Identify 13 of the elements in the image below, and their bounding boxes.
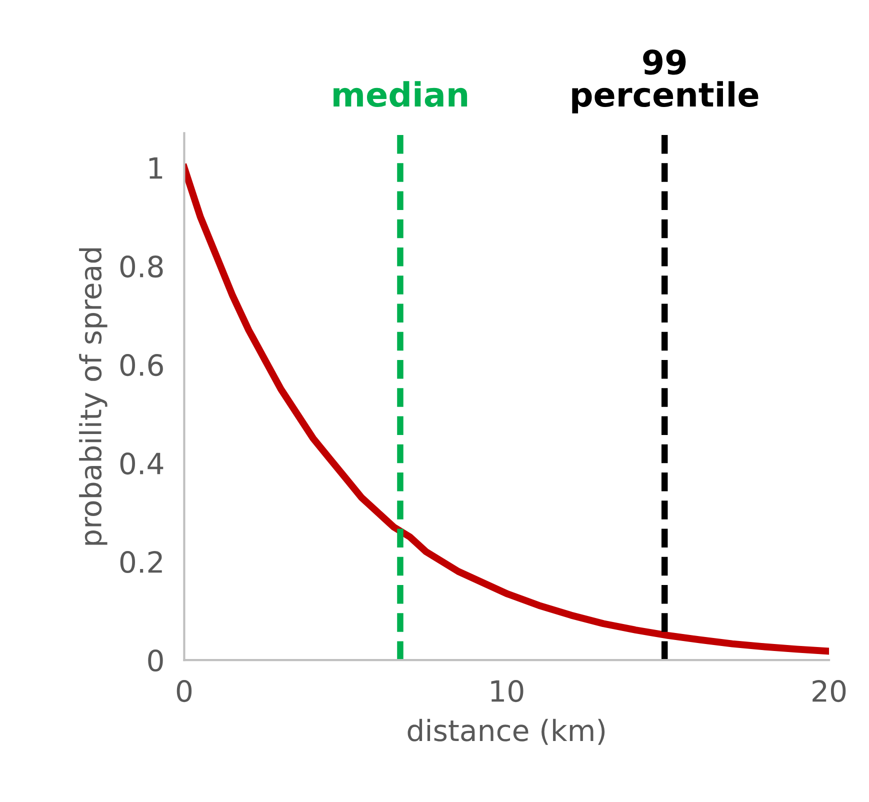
y-tick-label: 0.4 xyxy=(120,452,164,475)
y-tick-label: 0.8 xyxy=(120,256,163,278)
y-axis-title: probability of spread xyxy=(79,248,108,545)
x-tick-label: 10 xyxy=(491,680,524,702)
y-tick-label: 0.6 xyxy=(120,354,163,376)
y-tick-label: 0 xyxy=(148,649,163,672)
ref-line-label: median xyxy=(334,81,468,107)
ref-line-label: 99 percentile xyxy=(572,50,758,114)
y-tick-label: 1 xyxy=(149,157,162,179)
y-tick-label: 0.2 xyxy=(120,550,162,574)
x-tick-label: 0 xyxy=(176,680,192,702)
x-tick-label: 20 xyxy=(812,680,846,702)
x-axis-title: distance (km) xyxy=(408,718,605,745)
